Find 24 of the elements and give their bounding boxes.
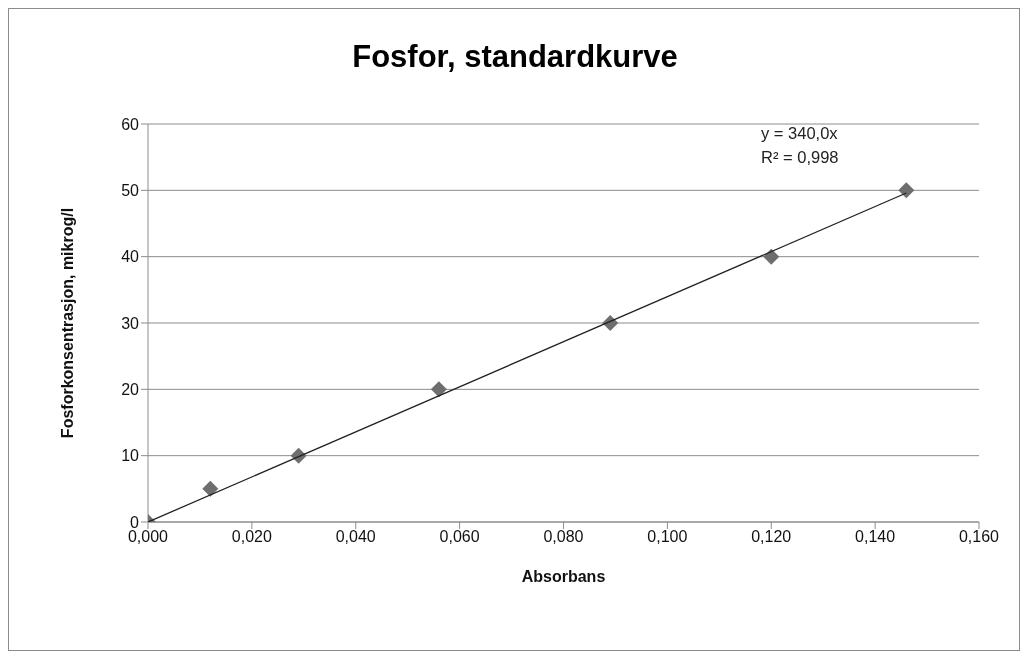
x-tick-label: 0,100 bbox=[647, 528, 688, 546]
x-tick-label: 0,040 bbox=[335, 528, 376, 546]
y-tick-label: 0 bbox=[130, 513, 140, 531]
y-tick-label: 40 bbox=[121, 248, 140, 266]
y-axis-title: Fosforkonsentrasjon, mikrog/l bbox=[58, 207, 76, 439]
annotation: R² = 0,998 bbox=[761, 147, 839, 168]
x-tick-label: 0,080 bbox=[543, 528, 584, 546]
y-tick-label: 20 bbox=[121, 381, 140, 399]
y-tick-label: 50 bbox=[121, 182, 140, 200]
x-axis-title: Absorbans bbox=[521, 568, 606, 585]
x-tick-label: 0,120 bbox=[751, 528, 792, 546]
point bbox=[430, 381, 447, 398]
x-tick-label: 0,160 bbox=[958, 528, 1000, 546]
chart-title: Fosfor, standardkurve bbox=[351, 39, 679, 75]
annotation: y = 340,0x bbox=[761, 123, 839, 144]
y-tick-label: 60 bbox=[121, 115, 140, 133]
x-tick-label: 0,060 bbox=[439, 528, 480, 546]
x-tick-label: 0,020 bbox=[231, 528, 272, 546]
y-tick-label: 30 bbox=[121, 314, 140, 332]
point bbox=[202, 480, 219, 497]
x-tick-label: 0,000 bbox=[127, 528, 169, 546]
x-tick-label: 0,140 bbox=[855, 528, 896, 546]
point bbox=[898, 182, 915, 199]
y-tick-label: 10 bbox=[121, 447, 140, 465]
